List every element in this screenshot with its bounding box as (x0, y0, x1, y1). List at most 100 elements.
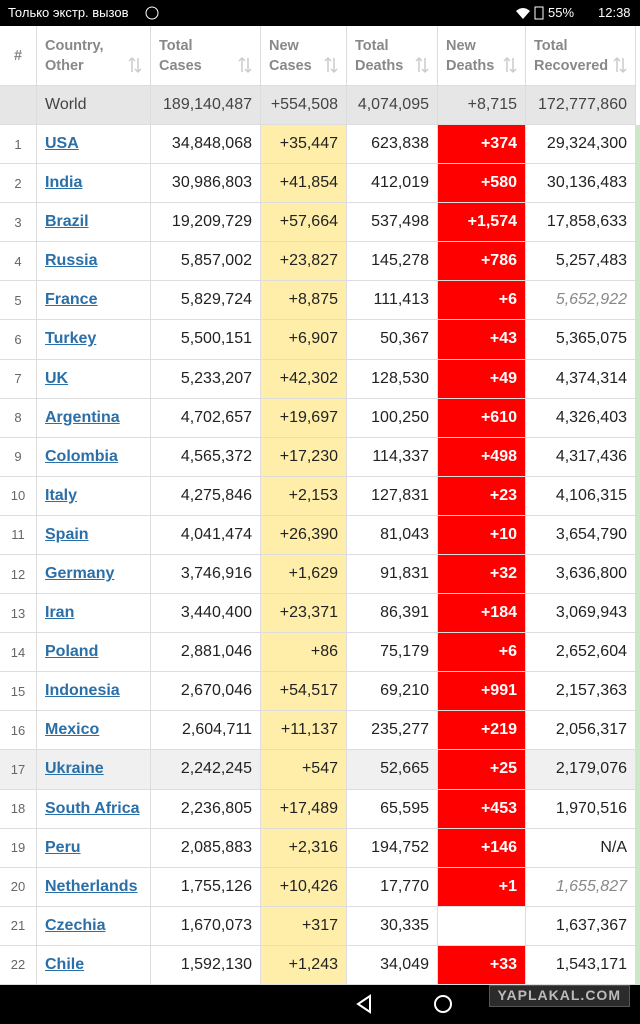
country-link[interactable]: Germany (37, 554, 151, 594)
cell: +991 (438, 672, 526, 711)
country-link[interactable]: Iran (37, 594, 151, 633)
cell: 623,838 (347, 125, 438, 164)
data-row: 20 Netherlands 1,755,126 +10,426 17,770 +1 1,6… (0, 867, 636, 907)
cell: 4,326,403 (526, 398, 636, 437)
time: 12:38 (598, 5, 631, 20)
data-row: 12 Germany 3,746,916 +1,629 91,831 +32 3,636,8… (0, 554, 636, 595)
header-label: # (13, 47, 23, 64)
cell: 5,233,207 (151, 359, 261, 398)
cell: +57,664 (261, 203, 347, 242)
data-row: 19 Peru 2,085,883 +2,316 194,752 +146 N/A (0, 828, 636, 868)
sort-icon[interactable] (503, 56, 517, 74)
sort-icon[interactable] (613, 56, 627, 74)
data-row: 5 France 5,829,724 +8,875 111,413 +6 5,652,922 (0, 281, 636, 321)
data-row: 6 Turkey 5,500,151 +6,907 50,367 +43 5,365,075 (0, 320, 636, 360)
cell: +25 (438, 750, 526, 789)
cell: 111,413 (347, 281, 438, 320)
cell: +1,629 (261, 554, 347, 594)
country-link[interactable]: Czechia (37, 906, 151, 945)
header-cell: # (0, 26, 37, 85)
cell: 4 (0, 242, 37, 281)
data-row: 2 India 30,986,803 +41,854 412,019 +580 30,136… (0, 164, 636, 204)
country-link[interactable]: Italy (37, 476, 151, 515)
cell: 2,881,046 (151, 633, 261, 672)
cell: +11,137 (261, 711, 347, 750)
header-cell: Total Deaths (347, 26, 438, 85)
header-label: Country, Other (45, 37, 104, 74)
cell: +1,243 (261, 945, 347, 984)
cell: 1,543,171 (526, 945, 636, 984)
cell: 10 (0, 476, 37, 515)
sort-icon[interactable] (324, 56, 338, 74)
cell: 2,056,317 (526, 711, 636, 750)
header-label: New Deaths (446, 37, 495, 74)
sort-icon[interactable] (415, 56, 429, 74)
country-link[interactable]: South Africa (37, 789, 151, 828)
country-link[interactable]: Russia (37, 242, 151, 281)
country-link[interactable]: Colombia (37, 437, 151, 476)
country-link[interactable]: India (37, 164, 151, 203)
country-link[interactable]: Mexico (37, 711, 151, 750)
country-link[interactable]: Netherlands (37, 867, 151, 906)
cell: 7 (0, 359, 37, 398)
cell: 128,530 (347, 359, 438, 398)
cell: +23 (438, 476, 526, 515)
cell: +35,447 (261, 125, 347, 164)
cell: 8 (0, 398, 37, 437)
country-link[interactable]: Peru (37, 828, 151, 867)
cell: 235,277 (347, 711, 438, 750)
header-row: # Country, Other Total Cases New Cases Total… (0, 26, 636, 86)
cell: 3,440,400 (151, 594, 261, 633)
cell: 91,831 (347, 554, 438, 594)
cell: +1 (438, 867, 526, 906)
cell: +580 (438, 164, 526, 203)
cell: 2,085,883 (151, 828, 261, 867)
cell: 34,049 (347, 945, 438, 984)
country-link[interactable]: Spain (37, 515, 151, 554)
cell: +23,827 (261, 242, 347, 281)
country-link[interactable]: France (37, 281, 151, 320)
cell: +374 (438, 125, 526, 164)
cell: 4,041,474 (151, 515, 261, 554)
cell: +26,390 (261, 515, 347, 554)
header-cell: Total Cases (151, 26, 261, 85)
country-link[interactable]: Argentina (37, 398, 151, 437)
data-row: 18 South Africa 2,236,805 +17,489 65,595 +453… (0, 789, 636, 829)
data-row: 9 Colombia 4,565,372 +17,230 114,337 +498 4,31… (0, 437, 636, 477)
cell: 4,565,372 (151, 437, 261, 476)
world-cell: +554,508 (261, 86, 347, 124)
cell: 15 (0, 672, 37, 711)
country-link[interactable]: USA (37, 125, 151, 164)
world-cell: 172,777,860 (526, 86, 636, 124)
cell: 5,857,002 (151, 242, 261, 281)
sort-icon[interactable] (128, 56, 142, 74)
country-link[interactable]: Turkey (37, 320, 151, 359)
cell (438, 906, 526, 945)
cell: 30,986,803 (151, 164, 261, 203)
data-row: 4 Russia 5,857,002 +23,827 145,278 +786 5,257,… (0, 242, 636, 282)
cell: 22 (0, 945, 37, 984)
cell: 5,500,151 (151, 320, 261, 359)
cell: +10,426 (261, 867, 347, 906)
nav-icons (356, 994, 452, 1014)
country-link[interactable]: Chile (37, 945, 151, 984)
cell: 1,655,827 (526, 867, 636, 906)
country-link[interactable]: Brazil (37, 203, 151, 242)
data-row: 21 Czechia 1,670,073 +317 30,335 1,637,367 (0, 906, 636, 946)
cell: 2 (0, 164, 37, 203)
cell: 5,829,724 (151, 281, 261, 320)
country-link[interactable]: UK (37, 359, 151, 398)
country-link[interactable]: Ukraine (37, 750, 151, 789)
cell: 2,179,076 (526, 750, 636, 789)
cell: +184 (438, 594, 526, 633)
cell: 34,848,068 (151, 125, 261, 164)
sort-icon[interactable] (238, 56, 252, 74)
cell: 537,498 (347, 203, 438, 242)
country-link[interactable]: Poland (37, 633, 151, 672)
cell: 5,652,922 (526, 281, 636, 320)
cell: 21 (0, 906, 37, 945)
cell: 2,652,604 (526, 633, 636, 672)
cell: 18 (0, 789, 37, 828)
country-link[interactable]: Indonesia (37, 672, 151, 711)
watermark: YAPLAKAL.COM (488, 985, 630, 1007)
